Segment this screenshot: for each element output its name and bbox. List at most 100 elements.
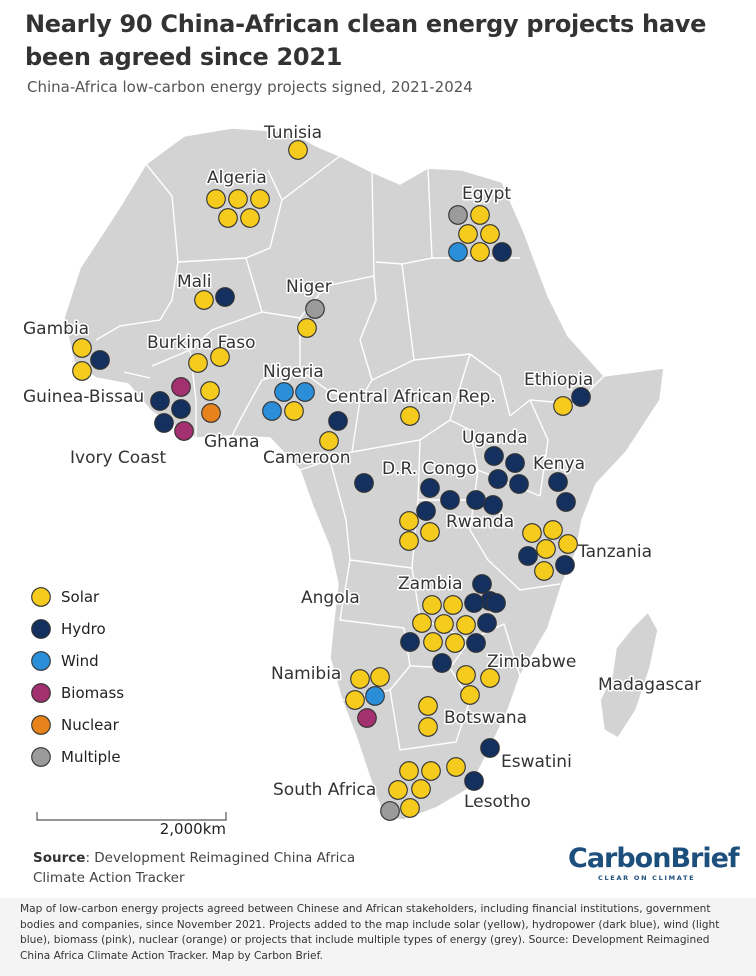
page-subtitle: China-Africa low-carbon energy projects … <box>27 78 473 96</box>
project-dots <box>72 140 591 821</box>
solar-project-dot <box>460 685 480 705</box>
hydro-project-dot <box>480 738 500 758</box>
hydro-project-dot <box>466 490 486 510</box>
multiple-project-dot <box>305 299 325 319</box>
solar-project-dot <box>458 224 478 244</box>
hydro-project-dot <box>466 633 486 653</box>
multiple-project-dot <box>448 205 468 225</box>
hydro-project-dot <box>505 453 525 473</box>
solar-project-dot <box>421 761 441 781</box>
hydro-project-dot <box>555 555 575 575</box>
hydro-project-dot <box>472 574 492 594</box>
country-label-namibia: Namibia <box>271 664 341 684</box>
hydro-project-dot <box>484 446 504 466</box>
solar-project-dot <box>418 717 438 737</box>
legend-swatch-nuclear <box>31 715 51 735</box>
wind-project-dot <box>295 382 315 402</box>
country-label-guinea-bissau: Guinea-Bissau <box>23 387 144 407</box>
country-label-south-africa: South Africa <box>273 780 376 800</box>
solar-project-dot <box>412 613 432 633</box>
biomass-project-dot <box>357 708 377 728</box>
solar-project-dot <box>240 208 260 228</box>
solar-project-dot <box>350 669 370 689</box>
solar-project-dot <box>250 189 270 209</box>
africa-map: Tunisia Algeria Egypt Mali Niger Gambia Burkin… <box>22 122 703 839</box>
solar-project-dot <box>553 396 573 416</box>
solar-project-dot <box>420 522 440 542</box>
hydro-project-dot <box>154 413 174 433</box>
solar-project-dot <box>456 615 476 635</box>
solar-project-dot <box>456 665 476 685</box>
wind-project-dot <box>365 686 385 706</box>
page-title: Nearly 90 China-African clean energy pro… <box>25 10 707 71</box>
legend-label-nuclear: Nuclear <box>61 716 120 734</box>
solar-project-dot <box>423 632 443 652</box>
country-label-egypt: Egypt <box>462 184 511 204</box>
wind-project-dot <box>448 242 468 262</box>
legend-swatch-biomass <box>31 683 51 703</box>
country-labels: Tunisia Algeria Egypt Mali Niger Gambia Burkin… <box>22 122 703 814</box>
solar-project-dot <box>194 290 214 310</box>
country-label-mali: Mali <box>177 272 212 292</box>
hydro-project-dot <box>150 391 170 411</box>
hydro-project-dot <box>328 411 348 431</box>
solar-project-dot <box>400 406 420 426</box>
country-label-zimbabwe: Zimbabwe <box>487 652 576 672</box>
solar-project-dot <box>399 761 419 781</box>
country-label-eswatini: Eswatini <box>501 752 572 772</box>
hydro-project-dot <box>483 495 503 515</box>
legend-label-biomass: Biomass <box>61 684 124 702</box>
solar-project-dot <box>206 189 226 209</box>
solar-project-dot <box>388 780 408 800</box>
country-label-kenya: Kenya <box>533 454 585 474</box>
solar-project-dot <box>200 381 220 401</box>
hydro-project-dot <box>488 469 508 489</box>
hydro-project-dot <box>548 472 568 492</box>
solar-project-dot <box>534 561 554 581</box>
hydro-project-dot <box>486 593 506 613</box>
hydro-project-dot <box>477 613 497 633</box>
source-note: Source: Development Reimagined China Afr… <box>33 850 356 886</box>
hydro-project-dot <box>440 490 460 510</box>
hydro-project-dot <box>90 350 110 370</box>
hydro-project-dot <box>492 242 512 262</box>
solar-project-dot <box>399 531 419 551</box>
legend-label-solar: Solar <box>61 588 100 606</box>
solar-project-dot <box>418 696 438 716</box>
scale-bar-label: 2,000km <box>160 820 226 838</box>
solar-project-dot <box>370 667 390 687</box>
country-label-botswana: Botswana <box>444 708 527 728</box>
solar-project-dot <box>480 668 500 688</box>
legend-label-wind: Wind <box>61 652 99 670</box>
solar-project-dot <box>210 347 230 367</box>
solar-project-dot <box>445 633 465 653</box>
solar-project-dot <box>228 189 248 209</box>
legend-swatch-multiple <box>31 747 51 767</box>
solar-project-dot <box>470 242 490 262</box>
hydro-project-dot <box>556 492 576 512</box>
legend-label-multiple: Multiple <box>61 748 121 766</box>
solar-project-dot <box>558 534 578 554</box>
wind-project-dot <box>262 401 282 421</box>
solar-project-dot <box>319 431 339 451</box>
solar-project-dot <box>218 208 238 228</box>
legend-swatch-hydro <box>31 619 51 639</box>
solar-project-dot <box>188 353 208 373</box>
solar-project-dot <box>399 511 419 531</box>
country-label-algeria: Algeria <box>207 168 267 188</box>
multiple-project-dot <box>380 801 400 821</box>
solar-project-dot <box>345 690 365 710</box>
hydro-project-dot <box>509 474 529 494</box>
hydro-project-dot <box>416 501 436 521</box>
solar-project-dot <box>422 595 442 615</box>
legend: Solar Hydro Wind Biomass Nuclear Multiple <box>31 587 124 767</box>
country-label-madagascar: Madagascar <box>598 675 701 695</box>
hydro-project-dot <box>571 387 591 407</box>
solar-project-dot <box>400 798 420 818</box>
hydro-project-dot <box>400 632 420 652</box>
solar-project-dot <box>446 757 466 777</box>
country-label-uganda: Uganda <box>462 428 528 448</box>
solar-project-dot <box>543 520 563 540</box>
country-label-tunisia: Tunisia <box>263 123 322 143</box>
carbon-brief-logo: CarbonBrief CLEAR ON CLIMATE <box>568 844 740 883</box>
